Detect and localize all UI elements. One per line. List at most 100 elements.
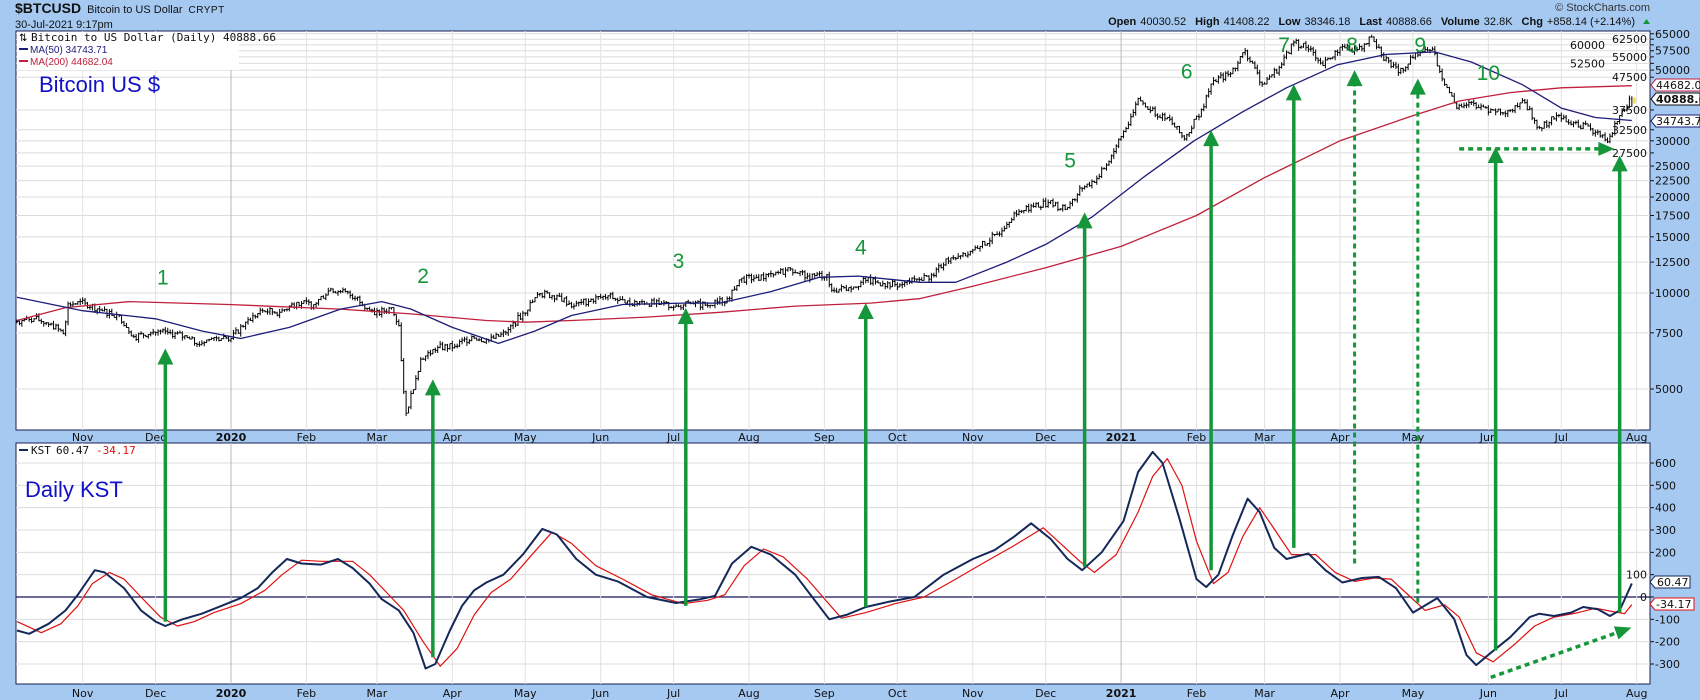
price-bar bbox=[71, 301, 75, 307]
price-bar bbox=[988, 237, 991, 247]
price-bar bbox=[443, 343, 447, 351]
price-bar bbox=[186, 335, 189, 339]
price-bar bbox=[538, 292, 542, 297]
price-bar bbox=[482, 340, 486, 343]
price-bar bbox=[1511, 108, 1514, 113]
price-bar bbox=[1156, 113, 1159, 120]
month-label: 2021 bbox=[1106, 687, 1137, 700]
price-bar bbox=[52, 320, 55, 330]
price-bar bbox=[803, 270, 807, 281]
tag-ma50: 34743.71 bbox=[1650, 114, 1700, 128]
price-bar bbox=[1166, 117, 1169, 120]
month-label: Dec bbox=[145, 431, 166, 444]
kst-tick-label: -200 bbox=[1655, 636, 1680, 649]
price-bar bbox=[1312, 46, 1315, 56]
quote-value: 40030.52 bbox=[1140, 16, 1186, 28]
price-bar bbox=[383, 307, 386, 314]
price-bar bbox=[1068, 201, 1072, 210]
quote-label: Open bbox=[1108, 16, 1136, 28]
month-label: Feb bbox=[1187, 687, 1206, 700]
price-bar bbox=[1372, 36, 1376, 43]
price-bar bbox=[772, 273, 775, 278]
price-bar bbox=[832, 287, 836, 293]
price-bar bbox=[1037, 202, 1040, 208]
price-bar bbox=[966, 251, 970, 258]
price-bar bbox=[417, 370, 420, 381]
price-bar bbox=[779, 268, 782, 274]
price-bar bbox=[1616, 120, 1619, 126]
price-bar bbox=[1003, 225, 1006, 232]
price-bar bbox=[212, 337, 216, 342]
month-label: Mar bbox=[367, 431, 388, 444]
price-bar bbox=[1100, 166, 1103, 179]
price-bar bbox=[1436, 52, 1439, 67]
price-bar bbox=[1552, 116, 1556, 120]
price-bar bbox=[504, 330, 508, 336]
price-bar bbox=[161, 328, 165, 333]
price-bar bbox=[251, 312, 255, 323]
month-label: Dec bbox=[1035, 431, 1056, 444]
price-bar bbox=[1175, 125, 1179, 130]
month-label: Jun bbox=[1479, 431, 1497, 444]
price-bar bbox=[891, 279, 894, 288]
legend-main: Bitcoin to US Dollar (Daily) 40888.66 bbox=[31, 31, 276, 44]
price-bar bbox=[426, 350, 430, 360]
price-bar bbox=[210, 337, 213, 341]
price-bar bbox=[1260, 81, 1264, 87]
price-bar bbox=[1326, 57, 1330, 61]
price-bar bbox=[959, 255, 962, 260]
price-bar bbox=[1489, 108, 1492, 113]
annotation-arrow bbox=[157, 348, 174, 622]
price-bar bbox=[881, 280, 884, 287]
price-bar bbox=[239, 324, 242, 337]
price-bar bbox=[884, 282, 887, 290]
kst-tick-label: 100 bbox=[1626, 569, 1647, 582]
price-bar bbox=[1141, 100, 1145, 106]
price-bar bbox=[1440, 68, 1444, 82]
price-tick-label: 17500 bbox=[1655, 209, 1690, 222]
price-bar bbox=[1297, 39, 1300, 51]
price-bar bbox=[98, 305, 101, 312]
price-bar bbox=[1173, 122, 1176, 128]
price-bar bbox=[400, 322, 403, 362]
arrow-head-icon bbox=[1409, 78, 1426, 95]
price-bar bbox=[436, 345, 439, 354]
price-bar bbox=[499, 331, 503, 337]
price-bar bbox=[533, 297, 537, 303]
price-bar bbox=[978, 245, 982, 252]
price-bar bbox=[327, 287, 330, 296]
price-bar bbox=[565, 295, 568, 307]
price-bar bbox=[1039, 205, 1043, 211]
quote-value: 32.8K bbox=[1484, 16, 1513, 28]
ma50-line bbox=[16, 51, 1632, 345]
price-bar bbox=[849, 285, 853, 293]
price-bar bbox=[888, 282, 892, 290]
price-bar bbox=[290, 302, 293, 307]
price-bar bbox=[1523, 98, 1527, 104]
price-bar bbox=[786, 267, 790, 272]
price-bar bbox=[57, 323, 60, 332]
price-bar bbox=[1584, 120, 1587, 126]
arrow-head-icon bbox=[157, 348, 174, 365]
price-bar bbox=[1543, 121, 1546, 129]
price-bar bbox=[1302, 42, 1305, 48]
price-bar bbox=[1355, 46, 1359, 52]
price-bar bbox=[599, 293, 602, 299]
price-bar bbox=[173, 331, 177, 340]
price-bar bbox=[952, 255, 955, 260]
month-label: Jun bbox=[1479, 687, 1497, 700]
price-bar bbox=[1295, 38, 1298, 45]
price-bar bbox=[1504, 110, 1507, 118]
copyright[interactable]: © StockCharts.com bbox=[1555, 2, 1650, 14]
price-bar bbox=[1564, 115, 1568, 123]
price-bar bbox=[1231, 67, 1235, 75]
price-bar bbox=[256, 313, 259, 319]
price-bar bbox=[147, 333, 150, 339]
price-bar bbox=[1623, 108, 1626, 112]
price-bar bbox=[1095, 175, 1098, 185]
price-bar bbox=[419, 357, 422, 373]
legend-signal-value: -34.17 bbox=[96, 444, 136, 457]
price-bar bbox=[395, 313, 398, 325]
price-bar bbox=[237, 329, 240, 334]
price-bar bbox=[1606, 137, 1609, 144]
